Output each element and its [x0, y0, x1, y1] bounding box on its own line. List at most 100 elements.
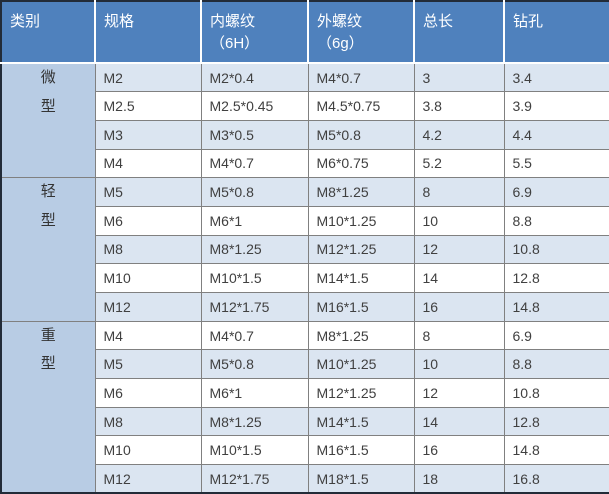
internal-thread-cell: M4*0.7: [200, 320, 309, 351]
external-thread-cell: M14*1.5: [307, 263, 415, 293]
drill-cell: 10.8: [503, 234, 609, 265]
internal-thread-cell: M6*1: [200, 205, 309, 236]
spec-cell: M4: [94, 148, 202, 179]
drill-cell: 12.8: [503, 406, 609, 437]
header-internal-thread: 内螺纹 （6H）: [200, 1, 308, 64]
external-thread-cell: M18*1.5: [307, 464, 415, 494]
total-length-cell: 3: [413, 62, 505, 93]
header-external-thread-sublabel: （6g）: [317, 35, 364, 52]
total-length-cell: 14: [413, 263, 505, 293]
internal-thread-cell: M3*0.5: [200, 119, 309, 150]
total-length-cell: 12: [413, 234, 505, 265]
spec-cell: M12: [94, 464, 202, 494]
internal-thread-cell: M10*1.5: [200, 263, 309, 293]
external-thread-cell: M12*1.25: [307, 234, 415, 265]
internal-thread-cell: M8*1.25: [200, 234, 309, 265]
drill-cell: 14.8: [503, 435, 609, 466]
drill-cell: 5.5: [503, 148, 609, 179]
spec-cell: M2: [94, 62, 202, 93]
header-external-thread-label: 外螺纹: [317, 13, 363, 30]
table-row: M8 M8*1.25 M14*1.5 14 12.8: [1, 406, 609, 437]
external-thread-cell: M10*1.25: [307, 205, 415, 236]
internal-thread-cell: M4*0.7: [200, 148, 309, 179]
drill-cell: 8.8: [503, 349, 609, 380]
spec-cell: M5: [94, 177, 202, 207]
spec-cell: M3: [94, 119, 202, 150]
external-thread-cell: M8*1.25: [307, 177, 415, 207]
external-thread-cell: M4.5*0.75: [307, 91, 415, 121]
table-row: M8 M8*1.25 M12*1.25 12 10.8: [1, 234, 609, 265]
category-cell: 重 型: [0, 320, 96, 494]
drill-cell: 10.8: [503, 378, 609, 408]
total-length-cell: 18: [413, 464, 505, 494]
spec-cell: M10: [94, 263, 202, 293]
drill-cell: 12.8: [503, 263, 609, 293]
internal-thread-cell: M6*1: [200, 378, 309, 408]
total-length-cell: 8: [413, 177, 505, 207]
header-drill-label: 钻孔: [513, 13, 544, 30]
total-length-cell: 10: [413, 205, 505, 236]
header-spec: 规格: [94, 1, 201, 64]
header-total-length-label: 总长: [423, 13, 454, 30]
spec-cell: M4: [94, 320, 202, 351]
spec-cell: M12: [94, 292, 202, 322]
internal-thread-cell: M5*0.8: [200, 349, 309, 380]
external-thread-cell: M16*1.5: [307, 292, 415, 322]
external-thread-cell: M14*1.5: [307, 406, 415, 437]
table-row: M6 M6*1 M12*1.25 12 10.8: [1, 378, 609, 408]
header-category: 类别: [1, 1, 95, 64]
spec-cell: M8: [94, 234, 202, 265]
spec-cell: M6: [94, 205, 202, 236]
table-row: M3 M3*0.5 M5*0.8 4.2 4.4: [1, 119, 609, 150]
header-internal-thread-label: 内螺纹: [210, 13, 256, 30]
table-row: M5 M5*0.8 M10*1.25 10 8.8: [1, 349, 609, 380]
spec-cell: M2.5: [94, 91, 202, 121]
table-row: 轻 型 M5 M5*0.8 M8*1.25 8 6.9: [0, 177, 609, 322]
total-length-cell: 14: [413, 406, 505, 437]
category-cell: 轻 型: [0, 177, 96, 322]
table-row: M10 M10*1.5 M16*1.5 16 14.8: [1, 435, 609, 466]
table-row: M2.5 M2.5*0.45 M4.5*0.75 3.8 3.9: [1, 91, 609, 121]
total-length-cell: 4.2: [413, 119, 505, 150]
total-length-cell: 12: [413, 378, 505, 408]
table-row: M12 M12*1.75 M18*1.5 18 16.8: [1, 464, 609, 494]
internal-thread-cell: M12*1.75: [200, 292, 309, 322]
total-length-cell: 5.2: [413, 148, 505, 179]
external-thread-cell: M8*1.25: [307, 320, 415, 351]
table-row: 微 型 M2 M2*0.4 M4*0.7 3 3.4: [0, 62, 609, 179]
drill-cell: 8.8: [503, 205, 609, 236]
external-thread-cell: M10*1.25: [307, 349, 415, 380]
internal-thread-cell: M5*0.8: [200, 177, 309, 207]
drill-cell: 16.8: [503, 464, 609, 494]
table-row: M10 M10*1.5 M14*1.5 14 12.8: [1, 263, 609, 293]
header-spec-label: 规格: [104, 13, 135, 30]
external-thread-cell: M12*1.25: [307, 378, 415, 408]
spec-cell: M6: [94, 378, 202, 408]
internal-thread-cell: M2*0.4: [200, 62, 309, 93]
header-drill: 钻孔: [503, 1, 609, 64]
drill-cell: 3.9: [503, 91, 609, 121]
total-length-cell: 3.8: [413, 91, 505, 121]
external-thread-cell: M16*1.5: [307, 435, 415, 466]
external-thread-cell: M4*0.7: [307, 62, 415, 93]
total-length-cell: 16: [413, 435, 505, 466]
external-thread-cell: M5*0.8: [307, 119, 415, 150]
category-cell: 微 型: [0, 62, 96, 179]
drill-cell: 14.8: [503, 292, 609, 322]
drill-cell: 6.9: [503, 177, 609, 207]
spec-cell: M8: [94, 406, 202, 437]
internal-thread-cell: M12*1.75: [200, 464, 309, 494]
internal-thread-cell: M8*1.25: [200, 406, 309, 437]
drill-cell: 6.9: [503, 320, 609, 351]
header-category-label: 类别: [10, 13, 41, 30]
table-row: 重 型 M4 M4*0.7 M8*1.25 8 6.9: [0, 320, 609, 494]
drill-cell: 3.4: [503, 62, 609, 93]
internal-thread-cell: M10*1.5: [200, 435, 309, 466]
drill-cell: 4.4: [503, 119, 609, 150]
header-external-thread: 外螺纹 （6g）: [307, 1, 414, 64]
internal-thread-cell: M2.5*0.45: [200, 91, 309, 121]
header-row: 类别 规格 内螺纹 （6H） 外螺纹 （6g） 总长: [1, 1, 609, 64]
spec-cell: M5: [94, 349, 202, 380]
